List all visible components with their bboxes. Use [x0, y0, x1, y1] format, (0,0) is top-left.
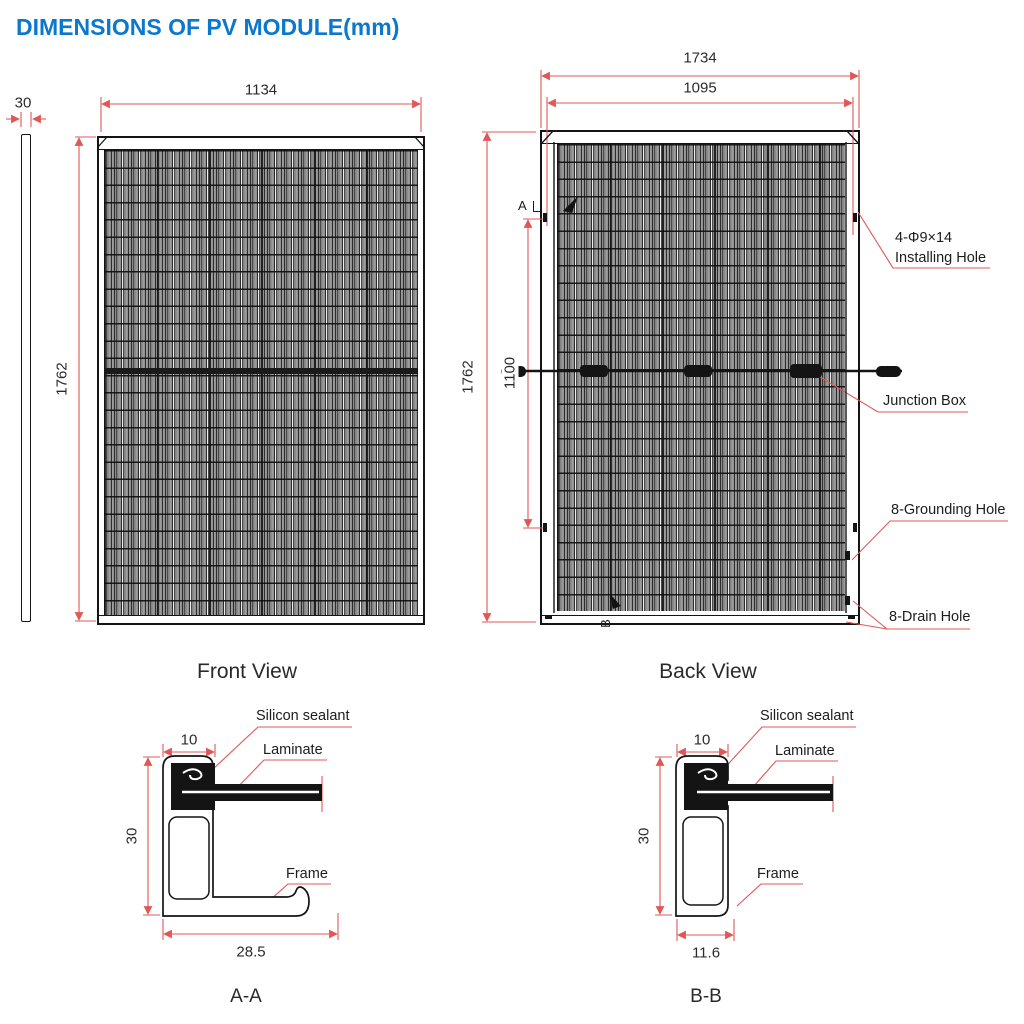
bb-sealant: [684, 763, 728, 810]
bb-callout-frame: Frame: [757, 866, 799, 882]
front-view-panel: [97, 136, 425, 625]
front-cell-grid: [104, 150, 418, 615]
bb-dim-top-width: 10: [691, 731, 713, 749]
back-view-label: Back View: [659, 660, 757, 683]
bb-laminate: [694, 784, 833, 801]
callout-drain-hole: 8-Drain Hole: [889, 609, 971, 625]
aa-dim-top-width: 10: [178, 731, 200, 749]
bb-callout-laminate: Laminate: [775, 743, 835, 759]
section-mark-b: B: [597, 619, 613, 628]
front-view-label: Front View: [197, 660, 297, 683]
front-top-frame: [99, 138, 423, 150]
aa-callout-laminate: Laminate: [263, 742, 323, 758]
section-bb-profile: [675, 755, 833, 917]
back-bottom-frame: [542, 615, 858, 623]
section-aa-profile: [162, 755, 322, 917]
section-mark-a: A: [518, 198, 527, 213]
back-view-panel: [540, 130, 860, 625]
bb-dim-base-width: 11.6: [689, 944, 723, 962]
section-mark-a-bracket: [533, 201, 541, 212]
aa-callout-frame: Frame: [286, 866, 328, 882]
callout-installing-hole: Installing Hole: [895, 250, 987, 266]
callout-grounding-hole: 8-Grounding Hole: [891, 502, 1006, 518]
front-middle-band: [104, 368, 418, 374]
section-aa-label: A-A: [230, 986, 262, 1007]
aa-frame-cavity: [168, 816, 210, 900]
page-title: DIMENSIONS OF PV MODULE(mm): [16, 14, 400, 40]
aa-laminate: [179, 784, 322, 801]
back-cell-grid: [557, 144, 845, 611]
dim-back-hole-span: 1100: [501, 354, 519, 392]
dim-side-thickness: 30: [12, 94, 34, 112]
callout-installing-hole-spec: 4-Φ9×14: [895, 230, 953, 246]
dim-back-outer-width: 1734: [681, 49, 719, 67]
dim-back-inner-width: 1095: [681, 79, 719, 97]
back-top-frame: [542, 132, 858, 144]
bb-callout-sealant: Silicon sealant: [760, 708, 854, 724]
bb-frame-cavity: [682, 816, 724, 906]
aa-sealant: [171, 763, 215, 810]
aa-callout-sealant: Silicon sealant: [256, 708, 350, 724]
dim-back-height: 1762: [459, 358, 477, 396]
dim-front-height: 1762: [53, 360, 71, 398]
dim-front-width: 1134: [242, 81, 280, 99]
aa-dim-height: 30: [123, 825, 141, 847]
aa-dim-base-width: 28.5: [234, 943, 268, 961]
side-view-strip: [21, 134, 31, 622]
front-bottom-frame: [99, 615, 423, 623]
callout-junction-box: Junction Box: [883, 393, 967, 409]
bb-dim-height: 30: [635, 825, 653, 847]
section-bb-label: B-B: [690, 986, 722, 1007]
cable-connector-right: [876, 366, 901, 377]
